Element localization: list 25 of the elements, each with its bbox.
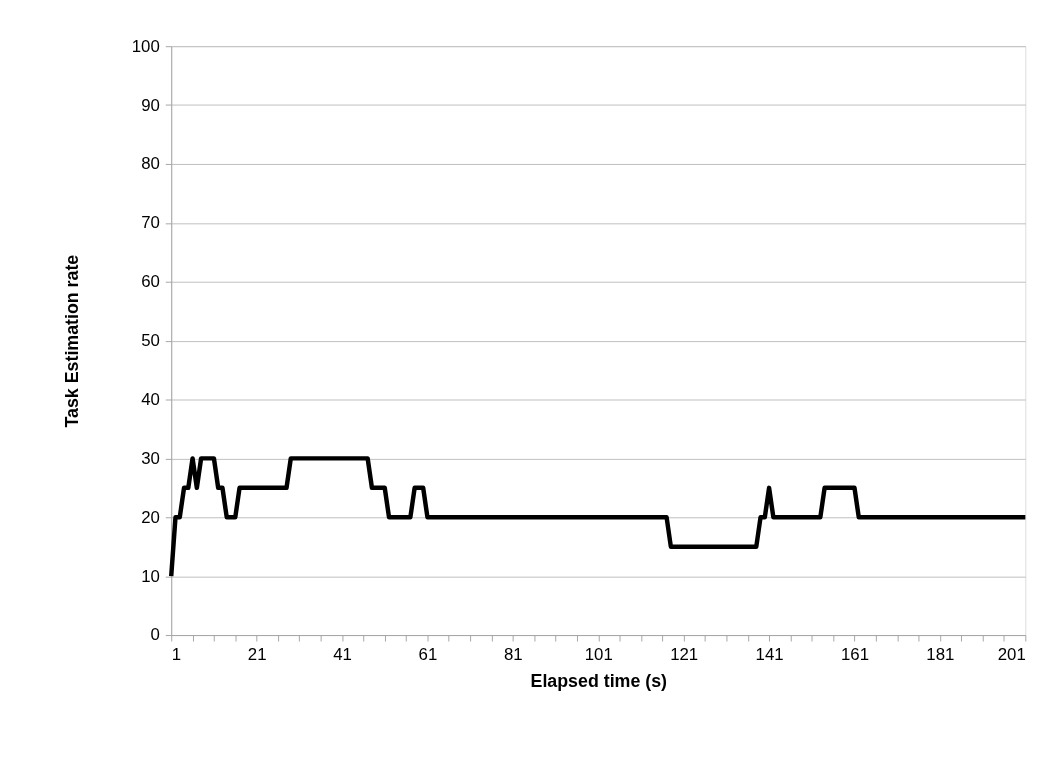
x-tick-label: 1 <box>171 645 182 665</box>
y-tick-label: 90 <box>141 95 160 115</box>
x-tick-label: 101 <box>584 645 613 665</box>
x-axis-title: Elapsed time (s) <box>530 671 668 692</box>
x-tick-label: 181 <box>926 645 955 665</box>
y-axis-title: Task Estimation rate <box>62 254 83 428</box>
y-tick-label: 60 <box>141 272 160 292</box>
y-tick-label: 80 <box>141 154 160 174</box>
y-tick-label: 10 <box>141 566 160 586</box>
x-tick-label: 121 <box>670 645 699 665</box>
y-tick-label: 70 <box>141 213 160 233</box>
x-tick-label: 21 <box>247 645 267 665</box>
y-tick-label: 100 <box>131 36 160 56</box>
x-tick-label: 41 <box>333 645 352 665</box>
x-tick-label: 201 <box>997 645 1026 665</box>
y-tick-label: 50 <box>141 331 160 351</box>
y-tick-label: 0 <box>150 625 160 645</box>
y-tick-label: 20 <box>141 507 160 527</box>
y-tick-label: 30 <box>141 448 160 468</box>
x-tick-label: 161 <box>840 645 870 665</box>
y-tick-label: 40 <box>141 389 160 409</box>
x-tick-label: 141 <box>755 645 784 665</box>
x-tick-label: 81 <box>504 645 523 665</box>
x-tick-label: 61 <box>418 645 438 665</box>
line-series <box>168 456 1028 579</box>
